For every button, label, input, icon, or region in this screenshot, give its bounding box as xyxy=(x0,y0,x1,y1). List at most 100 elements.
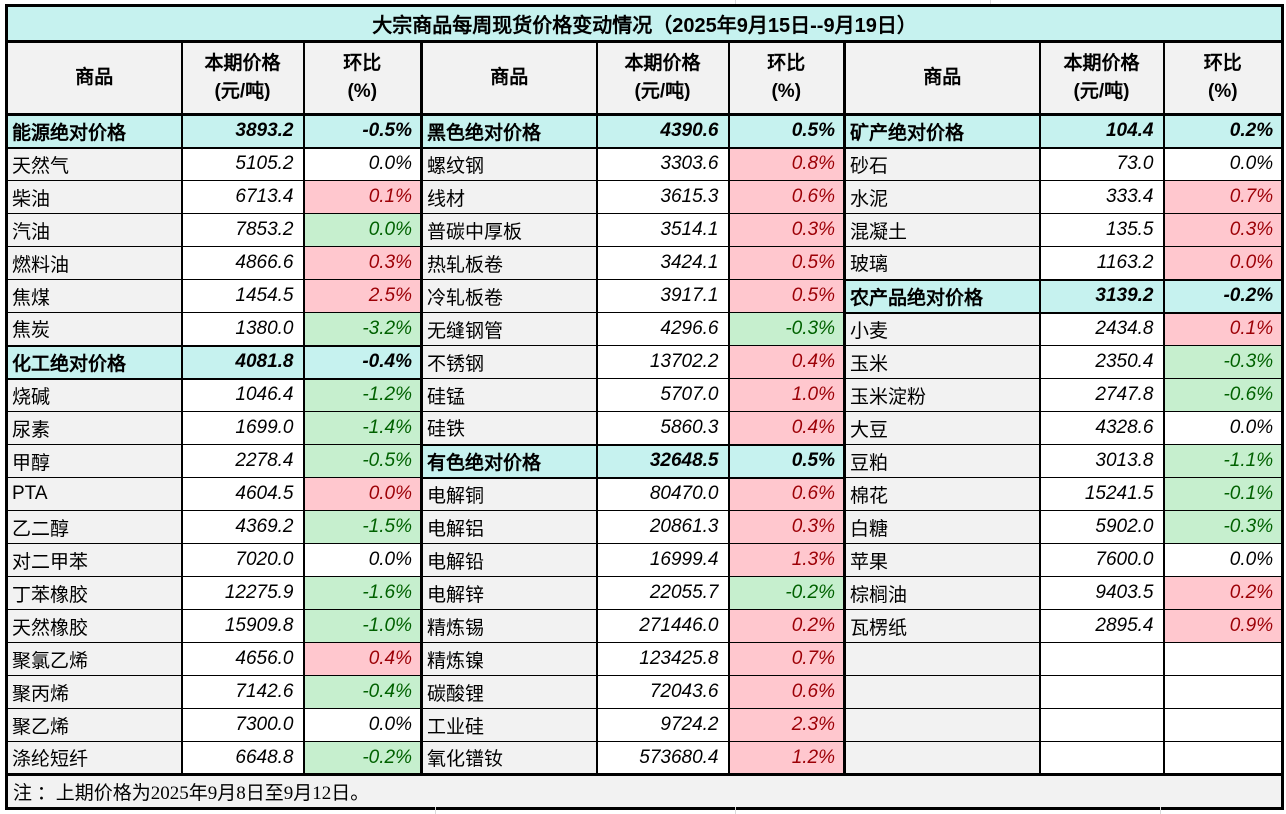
pct-cell[interactable]: -3.2% xyxy=(302,312,423,346)
commodity-cell[interactable]: 焦炭 xyxy=(5,312,183,346)
price-cell[interactable]: 4081.8 xyxy=(180,344,305,380)
commodity-cell[interactable]: 聚氯乙烯 xyxy=(5,642,183,676)
commodity-cell[interactable]: 冷轧板卷 xyxy=(420,279,598,313)
pct-cell[interactable]: 0.4% xyxy=(727,411,846,445)
price-cell[interactable]: 72043.6 xyxy=(595,675,730,709)
price-cell[interactable]: 1454.5 xyxy=(180,279,305,313)
commodity-cell[interactable]: 天然橡胶 xyxy=(5,609,183,643)
price-cell[interactable] xyxy=(1038,675,1165,709)
pct-cell[interactable]: -0.3% xyxy=(1162,510,1284,544)
commodity-cell[interactable]: 电解铅 xyxy=(420,543,598,577)
price-cell[interactable]: 7853.2 xyxy=(180,213,305,247)
price-cell[interactable]: 7300.0 xyxy=(180,708,305,742)
price-cell[interactable]: 4369.2 xyxy=(180,510,305,544)
price-cell[interactable]: 1699.0 xyxy=(180,411,305,445)
price-cell[interactable]: 2434.8 xyxy=(1038,312,1165,346)
price-cell[interactable]: 3424.1 xyxy=(595,246,730,280)
price-cell[interactable]: 15909.8 xyxy=(180,609,305,643)
price-cell[interactable]: 2350.4 xyxy=(1038,345,1165,379)
pct-cell[interactable]: 0.3% xyxy=(727,510,846,544)
pct-cell[interactable]: 0.5% xyxy=(727,246,846,280)
price-cell[interactable]: 5860.3 xyxy=(595,411,730,445)
commodity-cell[interactable]: 精炼锡 xyxy=(420,609,598,643)
pct-cell[interactable]: 0.6% xyxy=(727,675,846,709)
pct-cell[interactable]: -1.6% xyxy=(302,576,423,610)
pct-cell[interactable] xyxy=(1162,741,1284,775)
pct-cell[interactable]: -0.4% xyxy=(302,675,423,709)
pct-cell[interactable]: -0.6% xyxy=(1162,378,1284,412)
commodity-cell[interactable]: 电解锌 xyxy=(420,576,598,610)
price-cell[interactable]: 7142.6 xyxy=(180,675,305,709)
commodity-cell[interactable]: 玉米 xyxy=(843,345,1041,379)
commodity-cell[interactable]: 氧化镨钕 xyxy=(420,741,598,775)
price-cell[interactable]: 5105.2 xyxy=(180,147,305,181)
price-cell[interactable]: 9724.2 xyxy=(595,708,730,742)
commodity-cell[interactable] xyxy=(843,642,1041,676)
price-cell[interactable]: 15241.5 xyxy=(1038,477,1165,511)
pct-cell[interactable]: 0.0% xyxy=(302,147,423,181)
commodity-cell[interactable]: 棉花 xyxy=(843,477,1041,511)
price-cell[interactable]: 3514.1 xyxy=(595,213,730,247)
pct-cell[interactable]: -0.5% xyxy=(302,444,423,478)
price-cell[interactable]: 573680.4 xyxy=(595,741,730,775)
pct-cell[interactable]: 0.1% xyxy=(1162,312,1284,346)
commodity-cell[interactable]: 烧碱 xyxy=(5,378,183,412)
price-cell[interactable]: 7020.0 xyxy=(180,543,305,577)
price-cell[interactable] xyxy=(1038,708,1165,742)
price-cell[interactable]: 3303.6 xyxy=(595,147,730,181)
price-cell[interactable]: 135.5 xyxy=(1038,213,1165,247)
commodity-cell[interactable]: 不锈钢 xyxy=(420,345,598,379)
price-cell[interactable]: 6713.4 xyxy=(180,180,305,214)
commodity-cell[interactable]: 水泥 xyxy=(843,180,1041,214)
price-cell[interactable]: 80470.0 xyxy=(595,477,730,511)
pct-cell[interactable] xyxy=(1162,642,1284,676)
price-cell[interactable]: 4656.0 xyxy=(180,642,305,676)
price-cell[interactable]: 7600.0 xyxy=(1038,543,1165,577)
commodity-cell[interactable]: 化工绝对价格 xyxy=(5,344,183,380)
pct-cell[interactable]: -0.2% xyxy=(1162,278,1284,314)
commodity-cell[interactable]: 无缝钢管 xyxy=(420,312,598,346)
price-cell[interactable]: 3139.2 xyxy=(1038,278,1165,314)
price-cell[interactable]: 123425.8 xyxy=(595,642,730,676)
price-cell[interactable]: 4328.6 xyxy=(1038,411,1165,445)
header-commodity[interactable]: 商品 xyxy=(420,41,598,116)
price-cell[interactable]: 1046.4 xyxy=(180,378,305,412)
pct-cell[interactable]: 0.2% xyxy=(1162,113,1284,149)
price-cell[interactable]: 22055.7 xyxy=(595,576,730,610)
pct-cell[interactable]: 0.3% xyxy=(727,213,846,247)
price-cell[interactable]: 333.4 xyxy=(1038,180,1165,214)
price-cell[interactable]: 3917.1 xyxy=(595,279,730,313)
pct-cell[interactable]: -0.4% xyxy=(302,344,423,380)
commodity-cell[interactable]: 硅锰 xyxy=(420,378,598,412)
header-pct[interactable]: 环比 (%) xyxy=(1162,41,1284,116)
commodity-cell[interactable]: 玻璃 xyxy=(843,246,1041,280)
price-cell[interactable]: 3013.8 xyxy=(1038,444,1165,478)
header-pct[interactable]: 环比 (%) xyxy=(727,41,846,116)
pct-cell[interactable]: -1.4% xyxy=(302,411,423,445)
commodity-cell[interactable]: 电解铝 xyxy=(420,510,598,544)
commodity-cell[interactable]: 混凝土 xyxy=(843,213,1041,247)
pct-cell[interactable]: 2.5% xyxy=(302,279,423,313)
pct-cell[interactable]: 0.5% xyxy=(727,443,846,479)
price-cell[interactable]: 12275.9 xyxy=(180,576,305,610)
commodity-cell[interactable] xyxy=(843,741,1041,775)
commodity-cell[interactable]: 瓦楞纸 xyxy=(843,609,1041,643)
header-commodity[interactable]: 商品 xyxy=(5,41,183,116)
header-price[interactable]: 本期价格 (元/吨) xyxy=(180,41,305,116)
pct-cell[interactable]: -0.2% xyxy=(302,741,423,775)
commodity-cell[interactable]: 焦煤 xyxy=(5,279,183,313)
price-cell[interactable]: 32648.5 xyxy=(595,443,730,479)
commodity-cell[interactable]: 精炼镍 xyxy=(420,642,598,676)
pct-cell[interactable]: -0.3% xyxy=(1162,345,1284,379)
commodity-cell[interactable]: 电解铜 xyxy=(420,477,598,511)
commodity-cell[interactable]: 尿素 xyxy=(5,411,183,445)
table-title[interactable]: 大宗商品每周现货价格变动情况（2025年9月15日--9月19日） xyxy=(5,5,1284,43)
price-cell[interactable]: 20861.3 xyxy=(595,510,730,544)
commodity-cell[interactable]: 聚丙烯 xyxy=(5,675,183,709)
commodity-cell[interactable]: 普碳中厚板 xyxy=(420,213,598,247)
price-cell[interactable]: 3615.3 xyxy=(595,180,730,214)
commodity-cell[interactable]: 线材 xyxy=(420,180,598,214)
commodity-cell[interactable]: 黑色绝对价格 xyxy=(420,113,598,149)
commodity-cell[interactable]: 汽油 xyxy=(5,213,183,247)
commodity-cell[interactable]: 甲醇 xyxy=(5,444,183,478)
